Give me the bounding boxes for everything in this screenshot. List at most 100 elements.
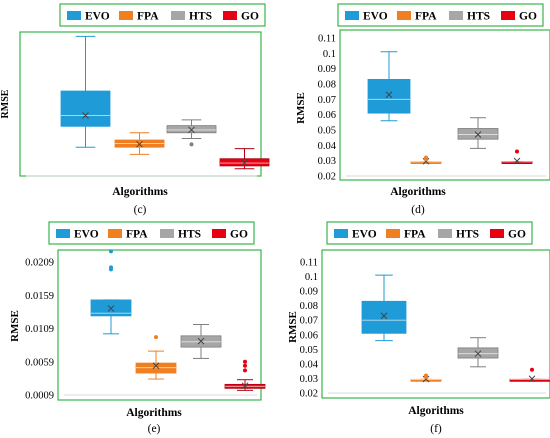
x-axis-label: Algorithms [112,186,168,198]
y-tick-label: 0.0209 [25,258,54,269]
legend-item-fpa: FPA [108,229,148,241]
legend-frame [59,3,266,27]
outlier-point [243,359,247,364]
legend-label: FPA [404,229,426,241]
plot-frame [339,29,550,181]
panel-label: (d) [411,204,425,216]
legend-swatch [56,229,70,238]
y-tick-label: 0.05 [300,345,318,356]
y-axis-label: RMSE [9,310,21,342]
box-fpa [410,155,442,165]
mean-marker [107,305,115,312]
legend-swatch [119,11,133,20]
chart-panel-1: EVO FPA HTS GO RMSE Algorithms (c) [0,3,270,216]
y-tick-label: 0.08 [300,301,318,312]
box-evo [361,274,407,342]
y-tick-label: 0.04 [300,359,319,370]
legend-item-fpa: FPA [119,11,159,23]
legend-label: EVO [74,229,99,241]
y-tick-label: 0.03 [300,374,318,385]
box-fpa [135,335,177,380]
y-tick-label: 0.1 [305,272,318,283]
mean-marker [474,350,482,358]
box-hts [180,324,222,359]
y-axis-label: RMSE [295,92,307,124]
outlier-point [424,373,428,378]
legend-item-evo: EVO [67,11,110,23]
outlier-point [154,335,158,340]
plot-frame [57,249,262,401]
legend-label: EVO [352,229,377,241]
y-tick-label: 0.0009 [25,391,54,402]
box-body [166,125,217,134]
mean-marker [136,140,143,148]
legend-label: GO [241,11,259,23]
y-tick-label: 0.11 [300,258,318,269]
y-tick-label: 0.09 [300,287,318,298]
box-go [501,149,533,165]
panel-label: (e) [148,423,161,435]
box-body [60,90,111,127]
chart-panel-3: EVO FPA HTS GO 0.0009 0.0059 0.0109 0.0159 0.020… [9,221,266,435]
legend-swatch [449,11,463,20]
box-hts [457,117,499,149]
legend-item-evo: EVO [345,11,388,23]
y-tick-label: 0.02 [318,172,336,183]
outlier-point [243,368,247,373]
mean-marker [474,131,482,138]
outlier-point [189,142,194,147]
legend: EVO FPA HTS GO [48,221,255,245]
outlier-point [530,367,534,372]
y-tick-label: 0.07 [318,95,336,106]
legend: EVO FPA HTS GO [59,3,266,27]
mean-marker [152,362,160,370]
outlier-point [515,149,519,154]
legend: EVO FPA HTS GO [326,221,533,245]
box-go [224,359,266,391]
chart-panel-4: EVO FPA HTS GO0.020.030.040.050.060.070.080… [287,221,550,435]
mean-marker [188,126,195,134]
legend-item-go: GO [490,229,526,241]
x-axis-label: Algorithms [408,405,464,417]
legend-swatch [386,229,400,238]
mean-marker [241,382,249,390]
y-tick-label: 0.0109 [25,324,54,335]
box-evo [367,51,411,122]
y-tick-label: 0.06 [318,110,336,121]
legend-label: EVO [363,11,388,23]
y-tick-label: 0.07 [300,316,318,327]
legend-swatch [108,229,122,238]
mean-marker [528,375,536,383]
mean-marker [422,375,430,383]
y-tick-label: 0.0059 [25,357,54,368]
mean-marker [82,112,89,119]
y-tick-label: 0.0159 [25,291,54,302]
legend-swatch [334,229,348,238]
box-hts [166,119,217,147]
box-fpa [114,132,165,155]
outlier-point [243,363,247,368]
box-go [219,148,270,170]
box-evo [60,35,111,148]
legend-label: HTS [189,11,212,23]
y-axis-ticks: 0.02 0.03 0.04 0.05 0.06 0.07 0.08 0.09 0.1 0.11 [318,34,337,183]
legend-frame [48,221,255,245]
legend-item-evo: EVO [334,229,377,241]
mean-marker [197,337,205,345]
box-go [509,367,550,383]
legend-item-hts: HTS [438,229,479,241]
chart-panel-2: EVO FPA HTS GO0.020.030.040.050.060.070.080… [295,3,550,216]
legend-swatch [171,11,185,20]
y-axis-ticks: 0.0009 0.0059 0.0109 0.0159 0.0209 [25,258,54,402]
legend-frame [337,3,544,27]
legend-label: FPA [137,11,159,23]
legend-swatch [438,229,452,238]
box-evo [90,249,132,335]
legend-swatch [490,229,504,238]
legend-label: GO [508,229,526,241]
legend-item-go: GO [223,11,259,23]
legend-label: FPA [415,11,437,23]
legend-item-fpa: FPA [386,229,426,241]
box-body [219,158,270,167]
